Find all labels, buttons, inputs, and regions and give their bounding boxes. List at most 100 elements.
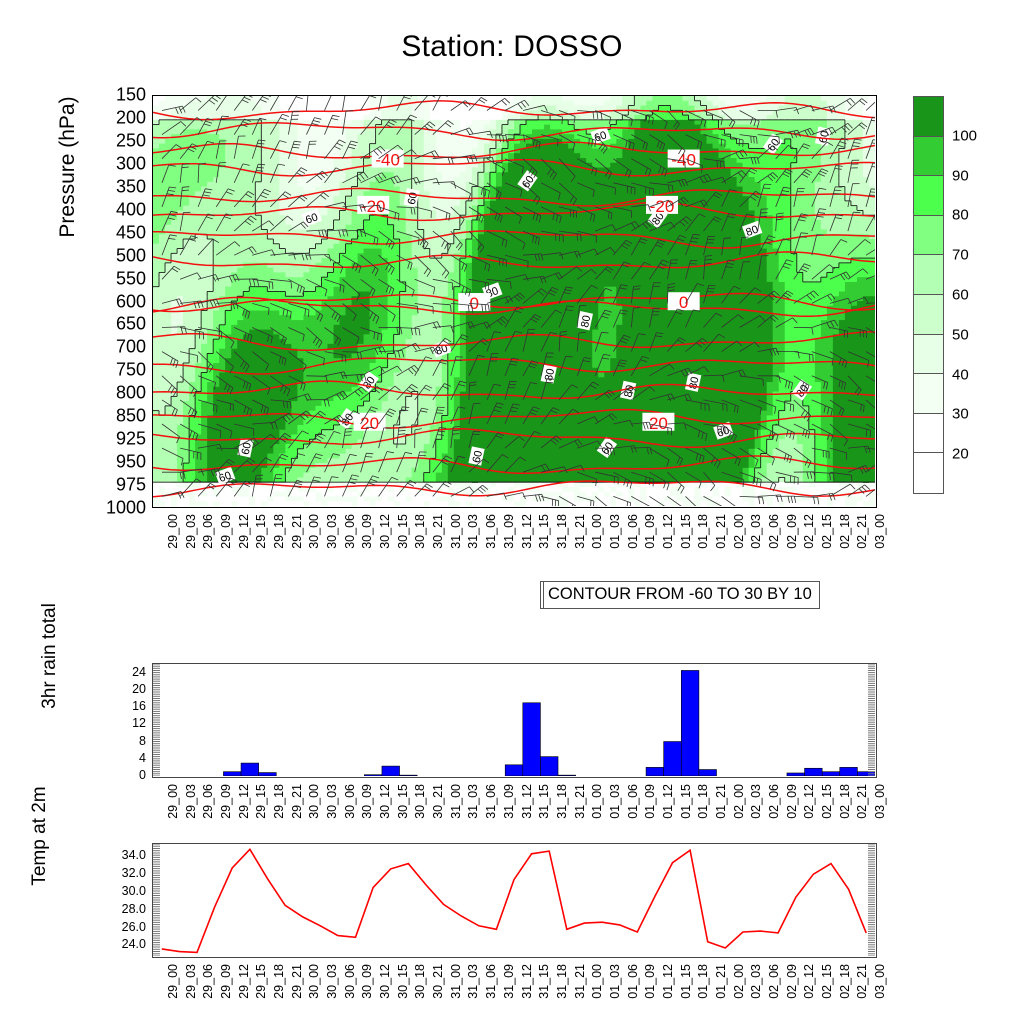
pressure-tick-950: 950 [115, 451, 146, 472]
cross-section-plot[interactable]: 60 80 60 60 60 80 80 80 80 80 80 80 80 80 60 60 60 60 80 60… [152, 95, 877, 508]
colorbar-label-30: 30 [952, 405, 969, 423]
rain-xtick-02_18: 02_18 [837, 784, 852, 819]
temp-y-axis-label: Temp at 2m [29, 786, 50, 886]
temp-xtick-31_06: 31_06 [484, 964, 499, 999]
rain-tick-20: 20 [132, 681, 146, 696]
temp-xtick-02_12: 02_12 [802, 964, 817, 999]
temp-xtick-31_21: 31_21 [572, 964, 587, 999]
temp-xtick-01_00: 01_00 [590, 964, 605, 999]
pressure-tick-300: 300 [115, 153, 146, 174]
rain-bar-chart[interactable] [152, 663, 877, 778]
main-xtick-01_06: 01_06 [625, 514, 640, 549]
temp-xtick-02_03: 02_03 [749, 964, 764, 999]
colorbar-label-60: 60 [952, 286, 969, 304]
main-xtick-30_15: 30_15 [395, 514, 410, 549]
temp-xtick-01_03: 01_03 [607, 964, 622, 999]
temp-xtick-01_15: 01_15 [678, 964, 693, 999]
colorbar-band-7 [914, 374, 943, 414]
main-xtick-01_18: 01_18 [696, 514, 711, 549]
main-xtick-02_21: 02_21 [855, 514, 870, 549]
pressure-tick-400: 400 [115, 199, 146, 220]
main-xtick-29_18: 29_18 [271, 514, 286, 549]
temp-xtick-01_09: 01_09 [643, 964, 658, 999]
pressure-tick-600: 600 [115, 291, 146, 311]
rain-minor-ticks [153, 664, 875, 777]
temp-tick-34.0: 34.0 [121, 848, 146, 863]
rain-tick-24: 24 [132, 664, 146, 679]
rain-xtick-02_21: 02_21 [855, 784, 870, 819]
rain-xtick-31_03: 31_03 [466, 784, 481, 819]
colorbar-band-5 [914, 294, 943, 335]
pressure-tick-350: 350 [115, 176, 146, 197]
pressure-tick-150: 150 [115, 84, 146, 105]
rain-xtick-30_12: 30_12 [378, 784, 393, 819]
main-xtick-02_09: 02_09 [784, 514, 799, 549]
colorbar-labels: 100 90 80 70 60 50 40 30 20 [952, 96, 1012, 494]
pressure-tick-650: 650 [115, 313, 146, 334]
pressure-tick-500: 500 [115, 245, 146, 266]
temperature-contours [153, 100, 875, 498]
main-xtick-02_00: 02_00 [731, 514, 746, 549]
rain-xtick-02_03: 02_03 [749, 784, 764, 819]
colorbar-band-6 [914, 334, 943, 375]
pressure-tick-975: 975 [115, 474, 146, 495]
pressure-tick-550: 550 [115, 268, 146, 289]
temp-xtick-29_09: 29_09 [218, 964, 233, 999]
main-xtick-02_03: 02_03 [749, 514, 764, 549]
temp-xtick-31_00: 31_00 [448, 964, 463, 999]
main-xtick-02_15: 02_15 [820, 514, 835, 549]
temp-xtick-01_18: 01_18 [696, 964, 711, 999]
rain-xtick-29_00: 29_00 [165, 784, 180, 819]
temp-xtick-30_18: 30_18 [413, 964, 428, 999]
rain-y-axis-label: 3hr rain total [39, 603, 60, 709]
main-xtick-31_03: 31_03 [466, 514, 481, 549]
temp-xtick-31_18: 31_18 [554, 964, 569, 999]
main-xtick-31_09: 31_09 [501, 514, 516, 549]
temp-xtick-29_18: 29_18 [271, 964, 286, 999]
temp-y-axis-ticks: 24.0 26.0 28.0 30.0 32.0 34.0 [92, 843, 146, 958]
rain-tick-16: 16 [132, 699, 146, 714]
rain-xtick-30_06: 30_06 [342, 784, 357, 819]
colorbar-band-3 [914, 215, 943, 256]
colorbar-band-1 [914, 136, 943, 177]
main-xtick-29_06: 29_06 [201, 514, 216, 549]
rain-xtick-01_03: 01_03 [607, 784, 622, 819]
rain-xtick-31_21: 31_21 [572, 784, 587, 819]
main-xtick-30_21: 30_21 [431, 514, 446, 549]
main-xtick-31_12: 31_12 [519, 514, 534, 549]
pressure-tick-250: 250 [115, 130, 146, 151]
main-xtick-30_12: 30_12 [378, 514, 393, 549]
temp-xtick-31_03: 31_03 [466, 964, 481, 999]
colorbar-label-70: 70 [952, 246, 969, 264]
colorbar-label-80: 80 [952, 206, 969, 224]
temp-xtick-29_03: 29_03 [183, 964, 198, 999]
rain-xtick-01_00: 01_00 [590, 784, 605, 819]
colorbar-band-9 [914, 453, 943, 493]
wind-barbs [161, 96, 875, 506]
rain-xtick-02_15: 02_15 [820, 784, 835, 819]
main-xtick-31_18: 31_18 [554, 514, 569, 549]
main-xtick-01_00: 01_00 [590, 514, 605, 549]
main-xtick-31_21: 31_21 [572, 514, 587, 549]
temp-xtick-01_12: 01_12 [660, 964, 675, 999]
temp-xtick-31_09: 31_09 [501, 964, 516, 999]
main-xtick-30_03: 30_03 [324, 514, 339, 549]
rain-xtick-30_03: 30_03 [324, 784, 339, 819]
temp-line-chart[interactable] [152, 843, 877, 958]
main-xtick-29_12: 29_12 [236, 514, 251, 549]
temp-xtick-03_00: 03_00 [873, 964, 888, 999]
rain-tick-8: 8 [139, 733, 146, 748]
temp-xtick-02_18: 02_18 [837, 964, 852, 999]
temp-xtick-01_21: 01_21 [714, 964, 728, 999]
rain-xtick-30_00: 30_00 [307, 784, 322, 819]
colorbar-label-20: 20 [952, 445, 969, 463]
colorbar-label-90: 90 [952, 167, 969, 185]
rain-xtick-29_03: 29_03 [183, 784, 198, 819]
temp-svg [153, 844, 875, 957]
rain-xtick-02_09: 02_09 [784, 784, 799, 819]
rain-xtick-01_12: 01_12 [660, 784, 675, 819]
colorbar-label-100: 100 [952, 127, 978, 145]
rain-tick-0: 0 [139, 768, 146, 782]
rain-xtick-30_09: 30_09 [360, 784, 375, 819]
